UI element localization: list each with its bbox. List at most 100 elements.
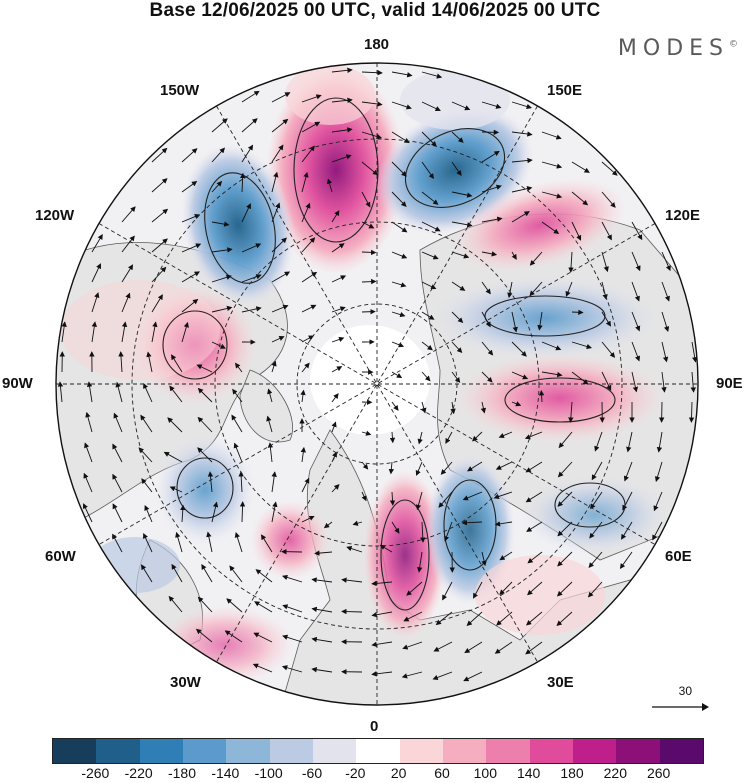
wind-vector <box>433 641 453 652</box>
wind-vector <box>527 551 543 564</box>
wind-vector <box>526 521 543 532</box>
wind-vector <box>571 161 590 173</box>
wind-vector <box>197 387 213 403</box>
wind-vector <box>181 180 198 193</box>
wind-vector <box>587 581 603 598</box>
lon-label-150w: 150W <box>160 82 200 99</box>
wind-vector <box>211 501 219 523</box>
wind-vector <box>631 281 640 302</box>
wind-vector <box>361 278 377 285</box>
colorbar-swatch <box>96 739 140 763</box>
wind-vector <box>464 641 483 654</box>
wind-vector <box>421 311 435 320</box>
wind-vector <box>507 281 513 299</box>
wind-vector <box>300 389 306 403</box>
wind-vector <box>171 354 183 373</box>
wind-vector <box>461 519 483 526</box>
colorbar-tick-label: -220 <box>124 765 153 781</box>
wind-vector <box>301 477 310 493</box>
wind-vector <box>301 271 318 283</box>
wind-vector <box>151 321 158 343</box>
wind-vector <box>525 641 543 655</box>
wind-vector <box>391 311 406 318</box>
wind-vector <box>331 210 340 223</box>
wind-vector <box>529 281 543 297</box>
colorbar-swatch <box>269 739 313 763</box>
wind-vector <box>232 388 243 403</box>
wind-vector <box>601 191 616 208</box>
wind-vector <box>691 341 698 363</box>
wind-vector <box>271 271 291 283</box>
wind-vector <box>421 401 427 414</box>
wind-vector <box>450 401 456 415</box>
wind-vector <box>163 451 183 463</box>
wind-vector <box>301 171 309 193</box>
wind-vector <box>112 503 123 523</box>
wind-vector <box>402 641 423 650</box>
wind-vector <box>171 563 183 583</box>
wind-vector <box>121 292 131 313</box>
wind-vector <box>301 335 315 343</box>
wind-vector <box>661 311 670 332</box>
wind-vector <box>301 362 310 373</box>
wind-vector <box>211 147 226 163</box>
wind-vector <box>568 251 574 273</box>
wind-vector <box>241 144 254 163</box>
wind-vector <box>175 531 183 553</box>
wind-vector <box>86 381 93 403</box>
wind-vector <box>241 243 262 253</box>
wind-vector <box>118 351 124 373</box>
wind-vector <box>271 202 281 223</box>
lon-label-0: 0 <box>370 718 379 735</box>
wind-vector <box>451 341 463 354</box>
wind-vector <box>481 341 494 356</box>
wind-vector <box>557 551 573 567</box>
wind-vector <box>197 596 213 613</box>
wind-vector <box>421 191 439 205</box>
wind-vector <box>451 191 473 198</box>
wind-vector <box>140 414 153 433</box>
wind-vector <box>151 266 167 283</box>
wind-vector <box>654 461 663 482</box>
wind-vector <box>451 281 466 291</box>
wind-vector <box>83 472 93 493</box>
colorbar-tick-label: 100 <box>473 765 498 781</box>
wind-vector <box>391 371 403 379</box>
wind-vector <box>91 263 102 283</box>
wind-vector <box>511 371 529 380</box>
wind-vector <box>271 118 289 133</box>
wind-vector <box>341 608 363 615</box>
wind-vector <box>511 211 530 223</box>
wind-vector <box>241 118 258 133</box>
wind-vector <box>421 251 439 260</box>
wind-vector <box>211 341 226 349</box>
wind-vector <box>211 247 233 253</box>
colorbar-ticks: -260 -220 -180 -140 -100 -60 -20 20 60 100 140 180 2… <box>52 765 702 781</box>
wind-vector <box>480 401 487 414</box>
wind-vector <box>271 144 284 163</box>
wind-vector <box>557 461 573 478</box>
wind-vector <box>91 234 103 253</box>
wind-vector <box>180 504 186 523</box>
wind-vector <box>451 101 471 111</box>
wind-vector <box>282 634 303 643</box>
colorbar-tick-label: 20 <box>390 765 407 781</box>
lon-label-90w: 90W <box>2 375 33 392</box>
contour-layer <box>162 97 626 611</box>
wind-vector <box>271 92 291 103</box>
wind-vector <box>211 180 223 193</box>
wind-vector <box>571 221 582 241</box>
wind-vector <box>300 446 306 463</box>
wind-vector <box>601 311 611 327</box>
wind-vector <box>361 191 371 208</box>
wind-vector <box>473 581 483 599</box>
wind-vector <box>252 663 273 673</box>
wind-vector <box>690 371 696 393</box>
wind-vector <box>623 461 633 482</box>
colorbar-tick-label: -140 <box>211 765 240 781</box>
wind-vector <box>241 306 262 313</box>
wind-vector <box>440 461 453 475</box>
wind-vector <box>211 305 233 313</box>
wind-vector <box>211 274 232 283</box>
wind-vector <box>112 533 123 553</box>
